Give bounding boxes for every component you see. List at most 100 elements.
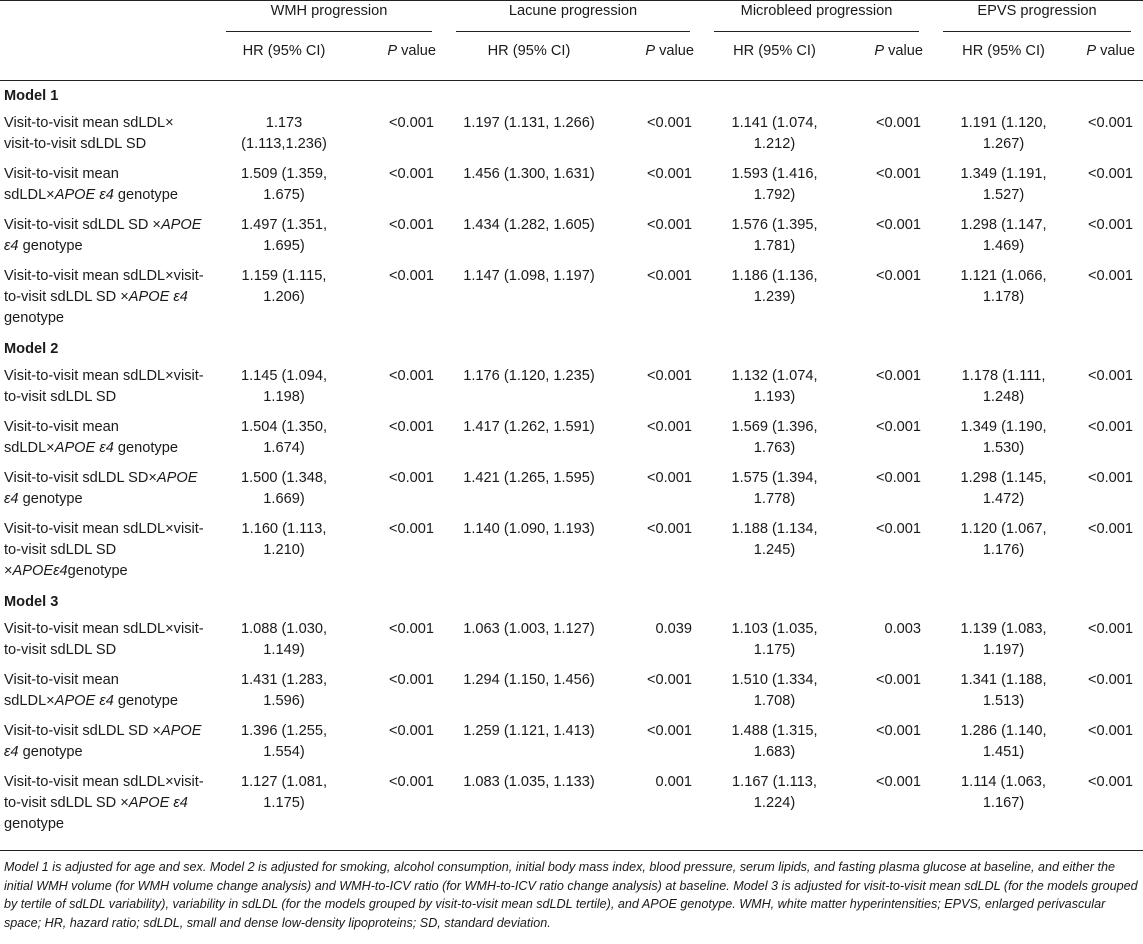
column-header-row: HR (95% CI) P value HR (95% CI) P value … — [0, 40, 1143, 81]
table-row: Visit-to-visit mean sdLDL×visit-to-visit… — [0, 615, 1143, 666]
table-row: Visit-to-visit mean sdLDL×APOE ε4 genoty… — [0, 160, 1143, 211]
row-label: Visit-to-visit mean sdLDL×visit-to-visit… — [0, 362, 214, 413]
hr-ci-cell: 1.504 (1.350, 1.674) — [240, 419, 327, 456]
p-value-cell: <0.001 — [646, 723, 692, 739]
p-value-cell: 0.039 — [655, 621, 692, 637]
column-header-hr: HR (95% CI) — [214, 40, 354, 81]
hr-ci-cell: 1.176 (1.120, 1.235) — [463, 368, 595, 384]
row-label-gene: APOE ε4 — [54, 440, 114, 456]
hr-ci-cell: 1.132 (1.074, 1.193) — [731, 368, 818, 405]
p-value-cell: <0.001 — [388, 470, 434, 486]
column-header-p: P value — [847, 40, 932, 81]
hr-ci-cell: 1.286 (1.140, 1.451) — [960, 723, 1047, 760]
group-header-epvs: EPVS progression — [931, 0, 1143, 41]
hr-ci-cell: 1.145 (1.094, 1.198) — [240, 368, 327, 405]
p-value-cell: <0.001 — [1087, 115, 1134, 131]
hr-ci-cell: 1.139 (1.083, 1.197) — [960, 621, 1047, 658]
p-value-cell: <0.001 — [875, 268, 922, 284]
row-label: Visit-to-visit sdLDL SD ×APOE ε4 genotyp… — [0, 211, 214, 262]
row-label: Visit-to-visit mean sdLDL× visit-to-visi… — [0, 109, 214, 160]
hr-ci-cell: 1.593 (1.416, 1.792) — [731, 166, 818, 203]
row-label-text: Visit-to-visit sdLDL SD × — [4, 217, 161, 233]
group-header-microbleed: Microbleed progression — [702, 0, 932, 41]
table-row: Visit-to-visit mean sdLDL×visit-to-visit… — [0, 515, 1143, 587]
p-value-cell: <0.001 — [875, 470, 922, 486]
p-value-cell: <0.001 — [1087, 672, 1134, 688]
row-label-gene: APOE ε4 — [54, 187, 114, 203]
results-table: WMH progression Lacune progression Micro… — [0, 0, 1143, 840]
row-label-tail: genotype — [18, 491, 83, 507]
p-value-cell: <0.001 — [646, 521, 692, 537]
row-label: Visit-to-visit sdLDL SD ×APOE ε4 genotyp… — [0, 717, 214, 768]
hr-ci-cell: 1.167 (1.113, 1.224) — [732, 774, 817, 811]
row-label: Visit-to-visit mean sdLDL×visit-to-visit… — [0, 515, 214, 587]
p-value-cell: <0.001 — [388, 672, 434, 688]
row-label-text: Visit-to-visit sdLDL SD× — [4, 470, 157, 486]
p-value-cell: <0.001 — [875, 166, 922, 182]
row-label: Visit-to-visit mean sdLDL×visit-to-visit… — [0, 615, 214, 666]
group-header-wmh: WMH progression — [214, 0, 444, 41]
hr-ci-cell: 1.349 (1.190, 1.530) — [960, 419, 1047, 456]
p-value-cell: <0.001 — [646, 419, 692, 435]
row-label-text: Visit-to-visit mean sdLDL×visit-to-visit… — [4, 621, 204, 658]
hr-ci-cell: 1.188 (1.134, 1.245) — [731, 521, 818, 558]
p-value-cell: <0.001 — [875, 217, 922, 233]
row-label: Visit-to-visit mean sdLDL×visit-to-visit… — [0, 262, 214, 334]
row-label: Visit-to-visit mean sdLDL×visit-to-visit… — [0, 768, 214, 840]
table-row: Visit-to-visit mean sdLDL× visit-to-visi… — [0, 109, 1143, 160]
row-label-gene: APOE ε4 — [54, 693, 114, 709]
header-blank — [0, 0, 214, 41]
p-value-cell: <0.001 — [646, 672, 692, 688]
row-label-tail: genotype — [113, 440, 178, 456]
hr-ci-cell: 1.509 (1.359, 1.675) — [240, 166, 327, 203]
hr-ci-cell: 1.434 (1.282, 1.605) — [463, 217, 595, 233]
row-label-tail: genotype — [113, 187, 178, 203]
p-value-cell: <0.001 — [1087, 774, 1134, 790]
hr-ci-cell: 1.431 (1.283, 1.596) — [240, 672, 327, 709]
row-label-text: Visit-to-visit mean sdLDL× — [4, 419, 119, 456]
p-value-cell: <0.001 — [388, 621, 434, 637]
hr-ci-cell: 1.127 (1.081, 1.175) — [240, 774, 327, 811]
p-value-cell: <0.001 — [1087, 368, 1134, 384]
p-value-cell: <0.001 — [388, 115, 434, 131]
table-row: Visit-to-visit sdLDL SD ×APOE ε4 genotyp… — [0, 717, 1143, 768]
row-label-text: Visit-to-visit mean sdLDL×visit-to-visit… — [4, 521, 204, 579]
hr-ci-cell: 1.488 (1.315, 1.683) — [731, 723, 818, 760]
model-group-row: Model 2 — [0, 334, 1143, 362]
p-value-cell: <0.001 — [388, 268, 434, 284]
p-value-cell: <0.001 — [646, 115, 692, 131]
row-label-tail: genotype — [18, 744, 83, 760]
table-row: Visit-to-visit mean sdLDL×APOE ε4 genoty… — [0, 413, 1143, 464]
p-value-cell: <0.001 — [875, 672, 922, 688]
hr-ci-cell: 1.147 (1.098, 1.197) — [463, 268, 595, 284]
row-label-text: Visit-to-visit mean sdLDL×visit-to-visit… — [4, 774, 204, 811]
p-value-cell: <0.001 — [875, 774, 922, 790]
model-title: Model 1 — [4, 88, 59, 104]
hr-ci-cell: 1.396 (1.255, 1.554) — [240, 723, 327, 760]
table-row: Visit-to-visit mean sdLDL×visit-to-visit… — [0, 768, 1143, 840]
header-blank — [0, 40, 214, 81]
row-label-gene: APOE ε4 — [4, 217, 202, 254]
row-label-gene: APOE ε4 — [4, 470, 198, 507]
hr-ci-cell: 1.114 (1.063, 1.167) — [961, 774, 1046, 811]
p-value-cell: <0.001 — [388, 166, 434, 182]
p-value-cell: <0.001 — [646, 368, 692, 384]
hr-ci-cell: 1.186 (1.136, 1.239) — [731, 268, 818, 305]
row-label-gene: APOE ε4 — [4, 723, 202, 760]
hr-ci-cell: 1.294 (1.150, 1.456) — [463, 672, 595, 688]
row-label-tail: genotype — [18, 238, 83, 254]
p-value-cell: <0.001 — [1087, 621, 1134, 637]
hr-ci-cell: 1.421 (1.265, 1.595) — [463, 470, 595, 486]
hr-ci-cell: 1.160 (1.113, 1.210) — [241, 521, 327, 558]
row-label-text: Visit-to-visit mean sdLDL×visit-to-visit… — [4, 368, 204, 405]
row-label-gene: APOE ε4 — [128, 289, 188, 305]
hr-ci-cell: 1.500 (1.348, 1.669) — [240, 470, 327, 507]
hr-ci-cell: 1.575 (1.394, 1.778) — [731, 470, 818, 507]
column-header-hr: HR (95% CI) — [444, 40, 614, 81]
p-value-cell: <0.001 — [388, 774, 434, 790]
hr-ci-cell: 1.456 (1.300, 1.631) — [463, 166, 595, 182]
model-group-row: Model 1 — [0, 81, 1143, 110]
row-label: Visit-to-visit mean sdLDL×APOE ε4 genoty… — [0, 666, 214, 717]
hr-ci-cell: 1.298 (1.145, 1.472) — [960, 470, 1047, 507]
